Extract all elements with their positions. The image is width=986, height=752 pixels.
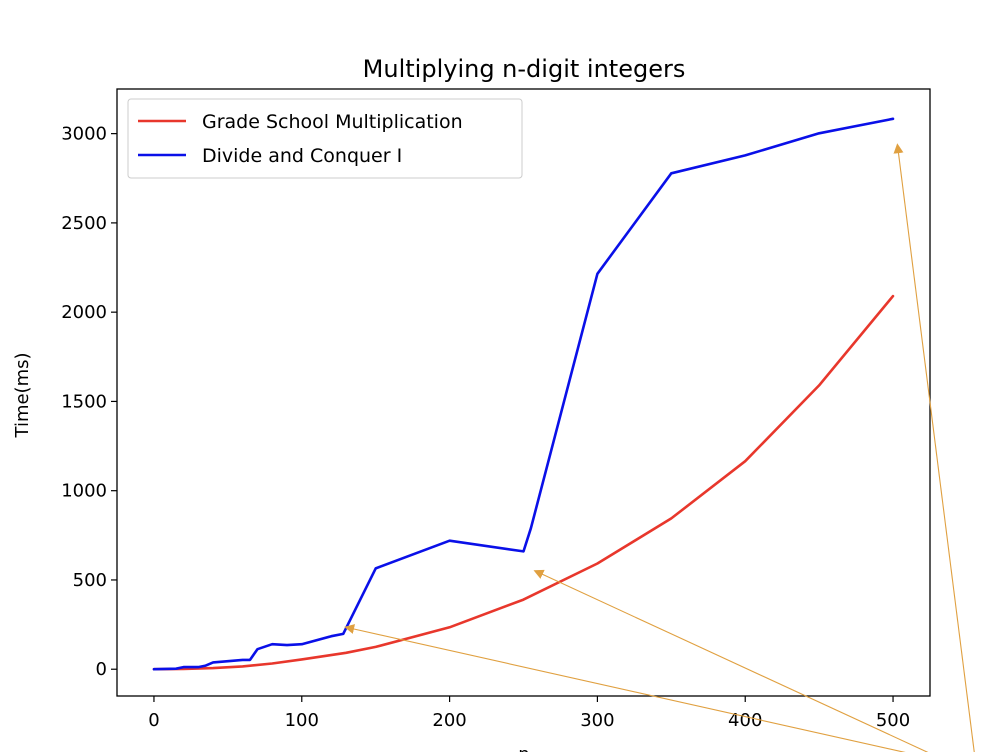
x-axis-label: n <box>518 744 529 752</box>
y-tick-label: 3000 <box>61 124 107 145</box>
x-tick-label: 200 <box>432 710 466 731</box>
y-tick-label: 0 <box>96 659 107 680</box>
y-tick-label: 2500 <box>61 213 107 234</box>
x-axis: 0 100 200 300 400 500 <box>148 696 910 731</box>
x-tick-label: 100 <box>285 710 319 731</box>
x-tick-label: 400 <box>728 710 762 731</box>
series-line-1 <box>152 294 895 671</box>
y-tick-label: 2000 <box>61 302 107 323</box>
series-line-2 <box>152 117 895 671</box>
annotation-arrows <box>344 143 975 752</box>
legend-label-1: Grade School Multiplication <box>202 111 463 133</box>
y-tick-label: 1000 <box>61 481 107 502</box>
plot-area <box>152 117 895 671</box>
y-tick-label: 500 <box>73 570 107 591</box>
y-axis-label: Time(ms) <box>12 352 33 438</box>
x-tick-label: 300 <box>580 710 614 731</box>
legend-label-2: Divide and Conquer I <box>202 145 402 167</box>
x-tick-label: 0 <box>148 710 159 731</box>
chart-title: Multiplying n-digit integers <box>363 55 686 83</box>
x-tick-label: 500 <box>876 710 910 731</box>
legend-box <box>127 98 523 179</box>
annotation-arrow-1 <box>344 624 906 752</box>
y-tick-label: 1500 <box>61 391 107 412</box>
y-axis: 0 500 1000 1500 2000 2500 3000 <box>61 124 117 680</box>
legend: Grade School Multiplication Divide and Co… <box>127 98 523 179</box>
plot-frame <box>116 88 931 697</box>
annotation-arrow-2 <box>533 569 929 752</box>
annotation-arrow-3 <box>893 143 975 752</box>
